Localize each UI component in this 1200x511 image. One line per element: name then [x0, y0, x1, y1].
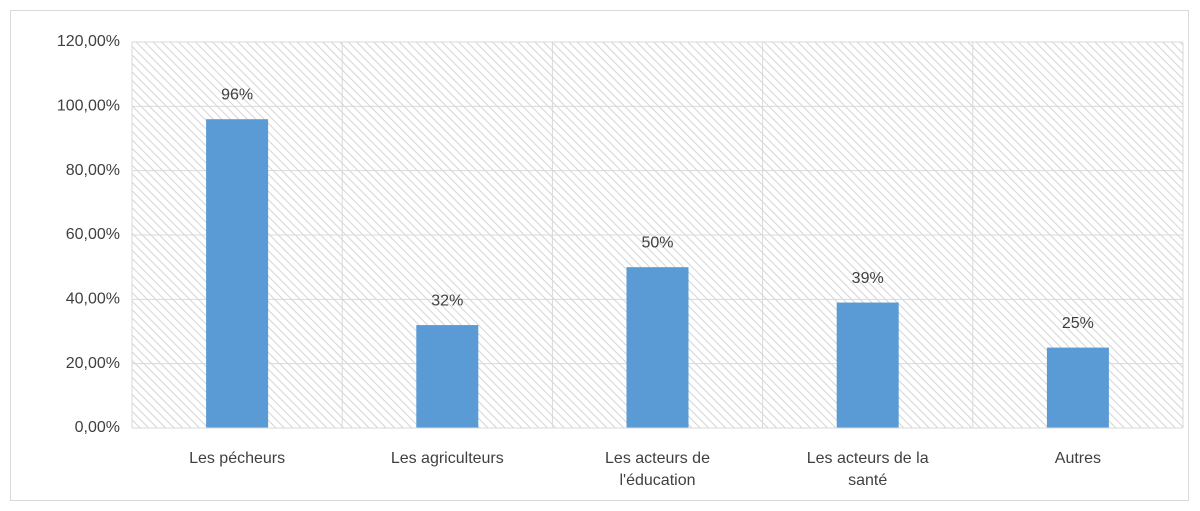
y-tick-label: 100,00%: [57, 98, 120, 115]
y-tick-label: 20,00%: [66, 355, 120, 372]
x-tick-label: Les acteurs de la santé: [806, 450, 929, 489]
bar: [416, 325, 479, 428]
data-label: 25%: [1062, 315, 1094, 332]
y-tick-label: 0,00%: [75, 419, 120, 436]
bar: [836, 302, 899, 428]
data-label: 32%: [431, 292, 463, 309]
data-label: 96%: [221, 86, 253, 103]
x-tick-label: Les acteurs de l'éducation: [605, 450, 710, 489]
bar: [1046, 347, 1109, 428]
x-tick-label-box: Les agriculteurs: [390, 450, 504, 467]
data-label: 50%: [641, 234, 673, 251]
y-tick-label: 80,00%: [66, 162, 120, 179]
x-tick-label-box: Autres: [1054, 450, 1102, 467]
bar: [626, 267, 689, 428]
y-tick-label: 40,00%: [66, 291, 120, 308]
x-tick-label-box: Les pécheurs: [189, 450, 286, 467]
x-tick-label: Les agriculteurs: [390, 450, 504, 467]
data-label: 39%: [852, 270, 884, 287]
x-tick-label: Les pécheurs: [189, 450, 286, 467]
y-tick-label: 120,00%: [57, 33, 120, 50]
x-tick-label-box: Les acteurs de la santé: [806, 450, 929, 489]
x-tick-label: Autres: [1054, 450, 1102, 467]
y-tick-label: 60,00%: [66, 226, 120, 243]
bar: [206, 119, 269, 428]
x-tick-label-box: Les acteurs de l'éducation: [605, 450, 710, 489]
